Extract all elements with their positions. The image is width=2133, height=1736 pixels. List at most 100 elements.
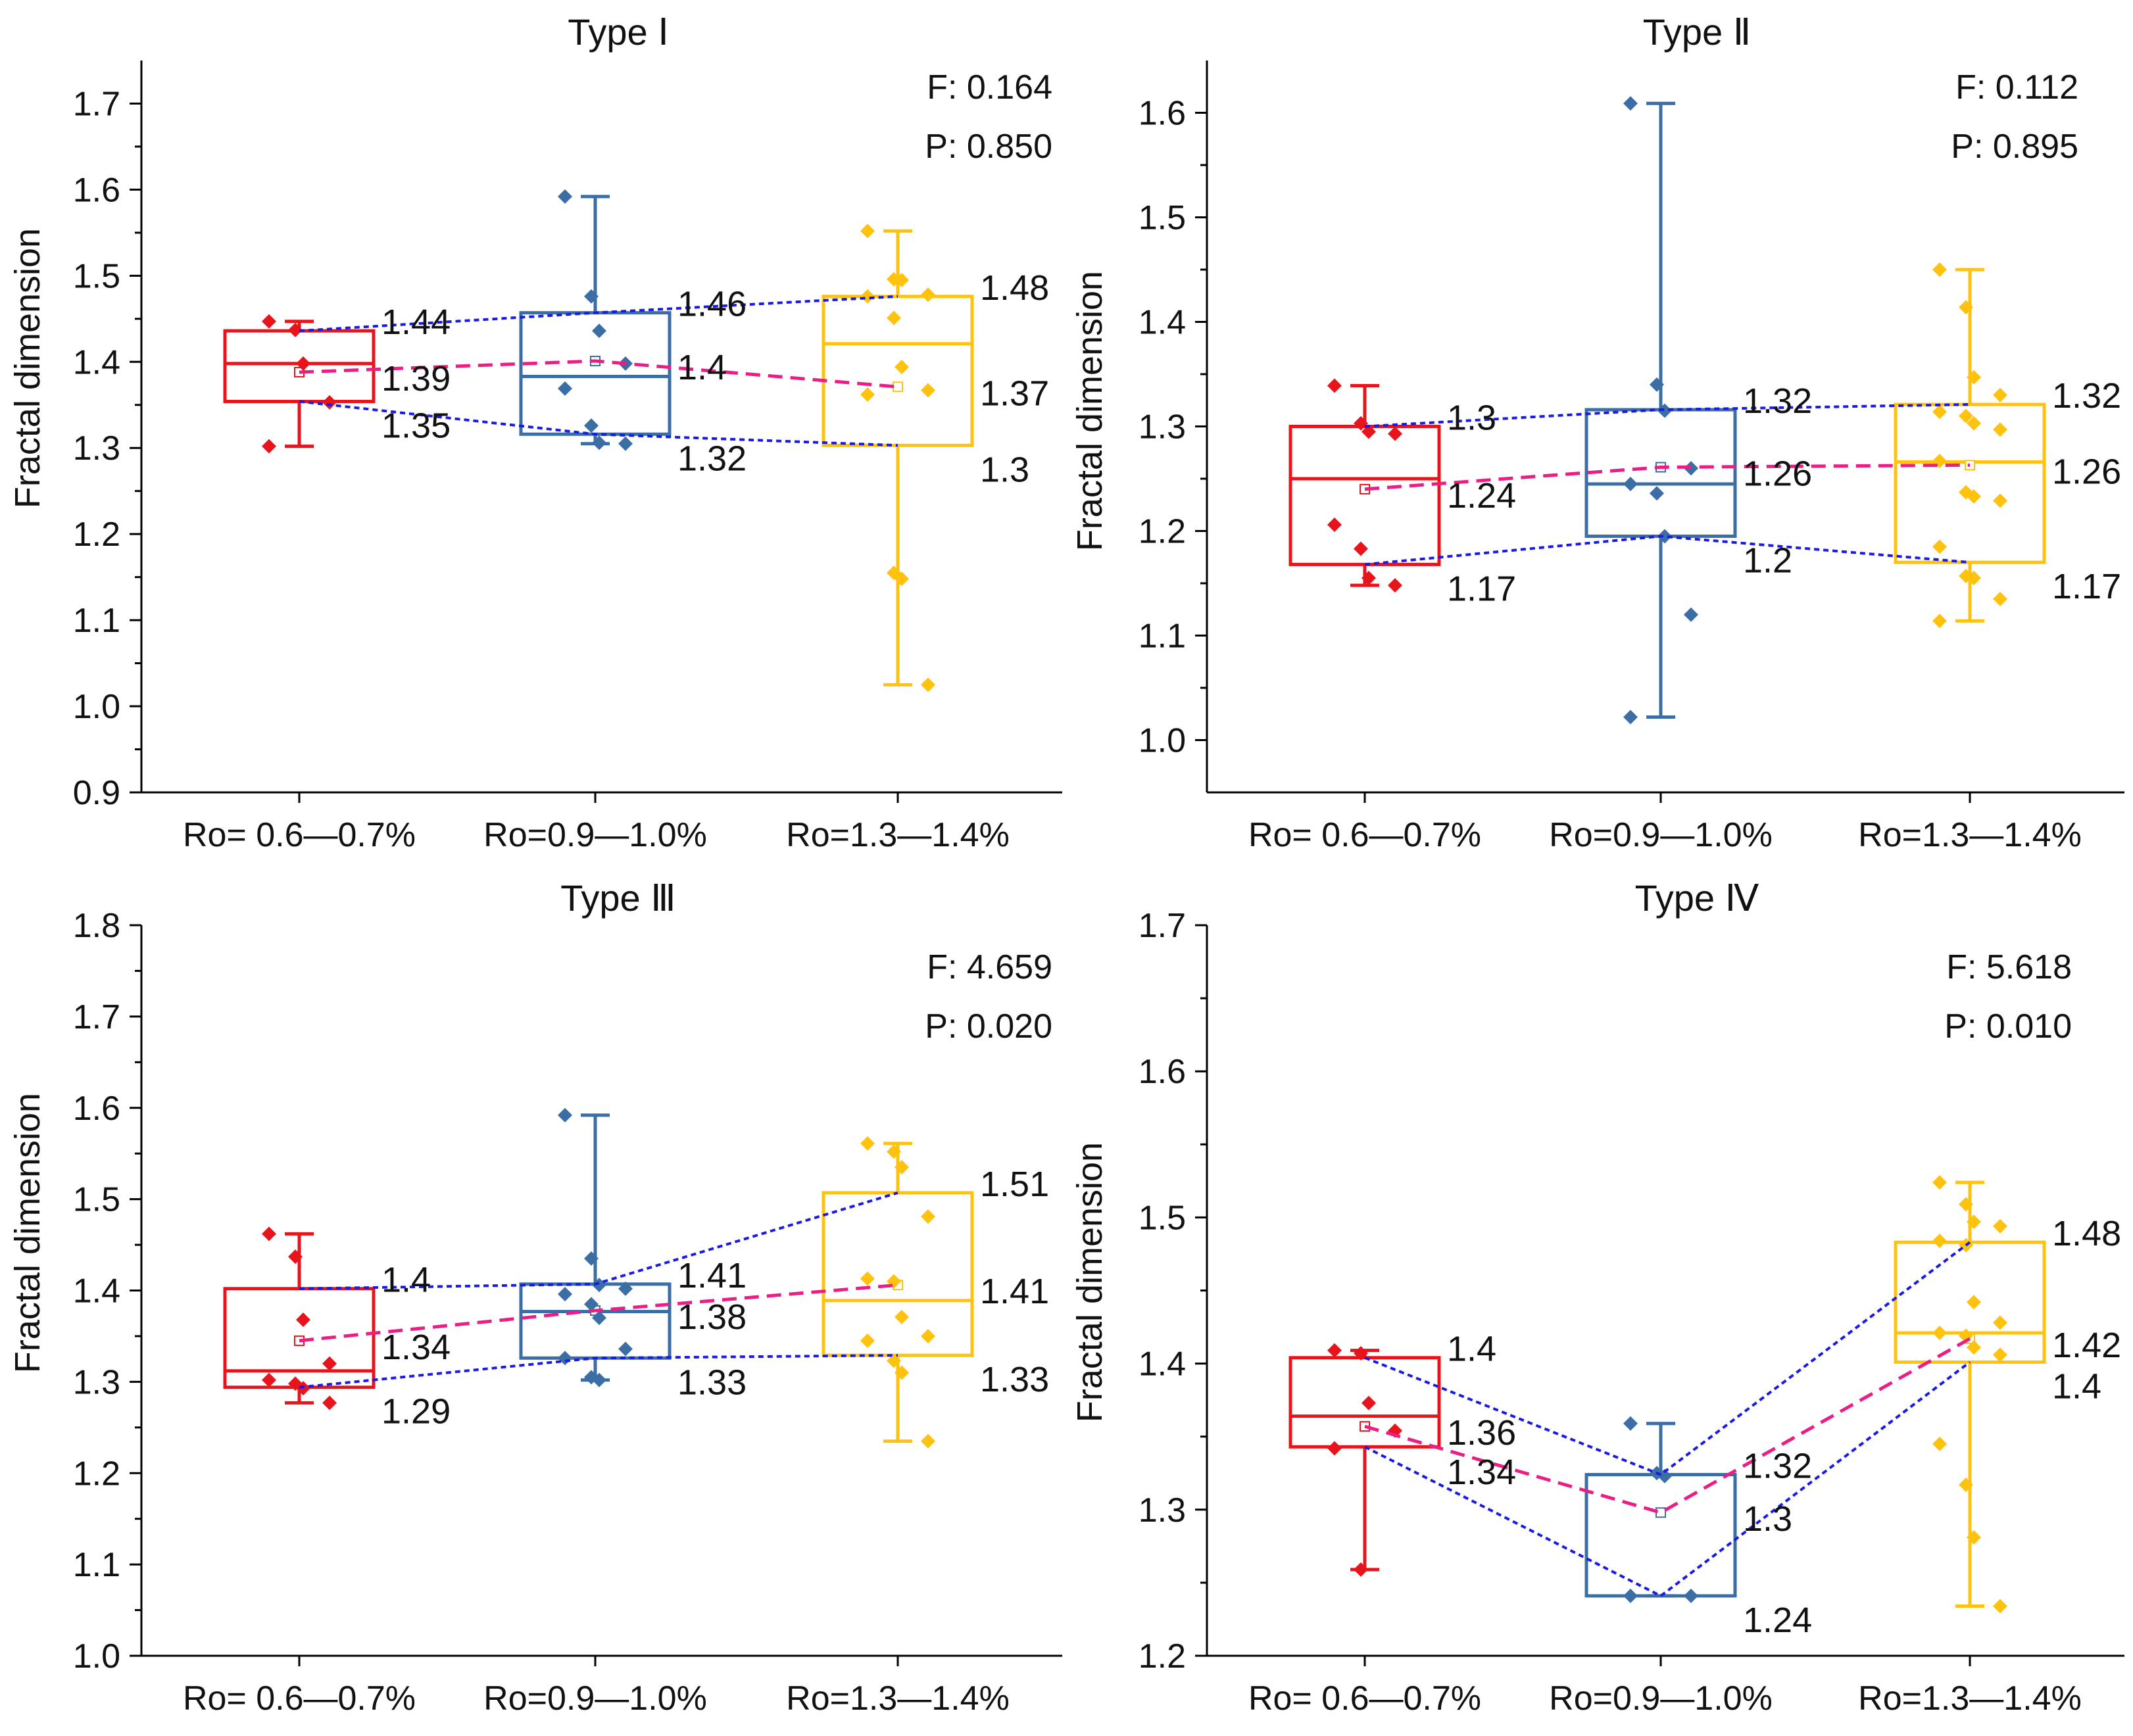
q1-trend-line	[1364, 535, 1971, 566]
data-point	[860, 1136, 875, 1151]
data-point	[1932, 614, 1947, 629]
q3-trend-line	[1364, 1241, 1971, 1476]
q1-value-label: 1.32	[677, 439, 747, 478]
data-point	[1354, 541, 1368, 556]
y-tick-label: 1.0	[73, 1637, 120, 1676]
data-point	[1993, 591, 2007, 606]
data-point	[1684, 1588, 1698, 1603]
y-tick-label: 1.2	[73, 516, 120, 554]
y-tick-label: 1.3	[73, 429, 120, 468]
q1-value-label: 1.29	[381, 1392, 451, 1432]
f-statistic: F: 0.164	[927, 68, 1052, 107]
p-value: P: 0.020	[925, 1007, 1052, 1046]
plot-area: 1.0 1.1 1.2 1.3 1.4 1.5 1.6 1.7 1.8 Ro= 0.6—0.7% R…	[73, 907, 1062, 1718]
data-point	[860, 224, 875, 239]
x-tick-label: Ro= 0.6—0.7%	[1248, 1679, 1481, 1718]
y-tick-label: 1.6	[1139, 95, 1186, 133]
data-point	[1623, 476, 1638, 491]
data-point	[592, 435, 606, 450]
data-point	[895, 1365, 909, 1380]
data-point	[887, 310, 901, 326]
data-point	[860, 1333, 875, 1348]
data-point	[558, 381, 572, 396]
y-tick-label: 1.2	[1139, 1637, 1186, 1676]
data-point	[1650, 486, 1664, 501]
data-point	[1967, 1295, 1981, 1310]
plot-area: 1.2 1.3 1.4 1.5 1.6 1.7 Ro= 0.6—0.7% Ro=0.9—1.0…	[1139, 907, 2124, 1718]
box-plot	[821, 224, 974, 692]
f-statistic: F: 0.112	[1955, 68, 2078, 107]
data-point	[584, 1297, 599, 1312]
data-point	[1932, 1175, 1947, 1190]
data-point	[895, 571, 909, 587]
data-point	[921, 383, 935, 398]
data-point	[860, 387, 875, 402]
data-point	[584, 418, 599, 433]
q3-value-label: 1.44	[381, 302, 451, 342]
data-point	[1623, 1416, 1638, 1431]
panel-type-1: Type Ⅰ Fractal dimension F: 0.164 P: 0.8…	[8, 11, 1062, 854]
q1-value-label: 1.17	[2052, 567, 2121, 606]
data-point	[1959, 1478, 1973, 1493]
data-point	[1388, 426, 1402, 441]
data-point	[1623, 1588, 1638, 1603]
data-point	[262, 439, 276, 454]
x-tick-label: Ro= 0.6—0.7%	[1248, 816, 1481, 854]
data-point	[262, 1226, 276, 1242]
data-point	[1932, 539, 1947, 554]
data-point	[1959, 1197, 1973, 1212]
data-point	[1354, 1562, 1368, 1577]
mean-trend-line	[299, 1283, 898, 1343]
q1-trend-line	[299, 1354, 898, 1389]
y-tick-label: 1.2	[1139, 513, 1186, 551]
q1-value-label: 1.33	[980, 1360, 1049, 1399]
x-tick-label: Ro=0.9—1.0%	[1549, 1679, 1773, 1718]
mean-trend-line	[1364, 463, 1971, 491]
q3-value-label: 1.32	[1743, 1446, 1812, 1485]
data-point	[1657, 1468, 1672, 1483]
y-tick-label: 1.1	[73, 602, 120, 640]
x-tick-label: Ro=0.9—1.0%	[1549, 816, 1773, 854]
data-point	[1361, 1395, 1376, 1410]
data-point	[1327, 378, 1342, 393]
mean-value-label: 1.4	[677, 348, 727, 387]
y-tick-label: 1.4	[73, 1272, 120, 1311]
q1-value-label: 1.4	[2052, 1366, 2101, 1406]
y-tick-label: 1.2	[73, 1455, 120, 1493]
p-value: P: 0.895	[1951, 128, 2078, 166]
data-point	[895, 1309, 909, 1324]
panel-title: Type Ⅰ	[568, 11, 668, 53]
mean-value-label: 1.36	[1447, 1413, 1516, 1453]
data-point	[592, 324, 606, 339]
x-tick-label: Ro=1.3—1.4%	[786, 1679, 1010, 1718]
data-point	[592, 1311, 606, 1326]
data-point	[1993, 422, 2007, 437]
data-point	[1623, 96, 1638, 111]
y-tick-label: 1.5	[73, 1181, 120, 1219]
data-point	[584, 289, 599, 304]
data-point	[1327, 517, 1342, 532]
data-point	[895, 1160, 909, 1175]
q1-value-label: 1.34	[1447, 1453, 1516, 1492]
data-point	[288, 1249, 303, 1265]
q1-value-label: 1.33	[677, 1362, 747, 1402]
q3-trend-line	[299, 1191, 898, 1290]
box-iqr	[1584, 1472, 1737, 1598]
data-point	[322, 395, 337, 410]
y-tick-label: 1.7	[73, 998, 120, 1036]
q3-value-label: 1.32	[2052, 376, 2121, 416]
mean-value-label: 1.26	[1743, 454, 1812, 494]
mean-value-label: 1.26	[2052, 452, 2121, 491]
data-point	[558, 1351, 572, 1366]
data-point	[1967, 370, 1981, 385]
data-point	[1361, 424, 1376, 439]
data-point	[1657, 403, 1672, 418]
box-plot	[223, 1226, 376, 1410]
y-tick-label: 1.3	[1139, 408, 1186, 446]
y-tick-label: 1.6	[1139, 1053, 1186, 1091]
data-point	[921, 1209, 935, 1224]
data-point	[1967, 1530, 1981, 1545]
data-point	[1932, 1436, 1947, 1451]
data-point	[288, 322, 303, 337]
y-axis-label: Fractal dimension	[8, 1093, 47, 1373]
